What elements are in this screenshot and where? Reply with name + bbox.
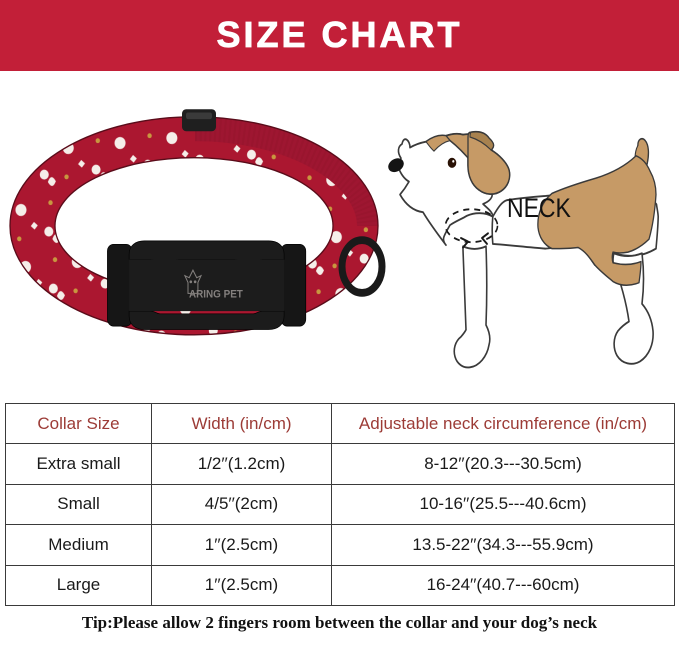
svg-text:ARING PET: ARING PET xyxy=(189,289,244,301)
svg-text:NECK: NECK xyxy=(507,193,571,223)
